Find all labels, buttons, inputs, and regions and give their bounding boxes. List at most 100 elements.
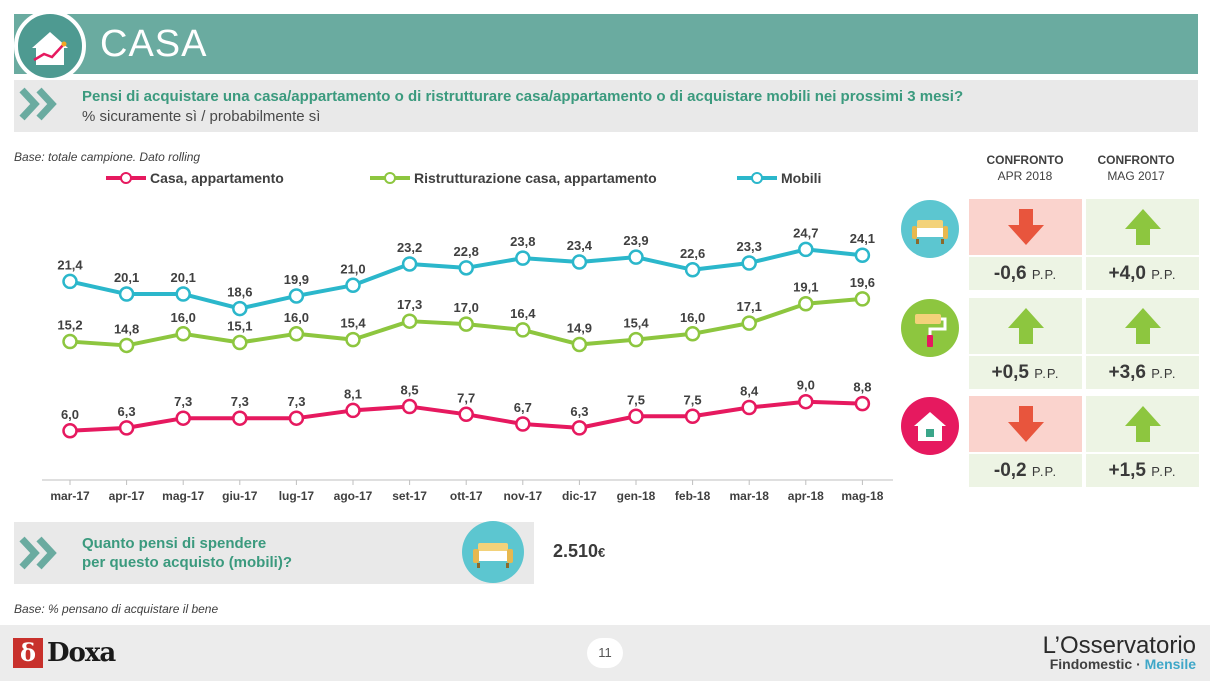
data-label: 6,0 [61, 407, 79, 422]
data-label: 9,0 [797, 378, 815, 393]
sofa-icon [901, 200, 959, 258]
chevron-right-icon [19, 87, 57, 121]
arrow-up-icon [1125, 209, 1161, 245]
data-label: 6,7 [514, 400, 532, 415]
arrow-down-icon [1008, 406, 1044, 442]
data-point [684, 326, 701, 342]
data-point [401, 256, 418, 272]
comparison-value-cell [1086, 454, 1199, 487]
data-label: 6,3 [118, 404, 136, 419]
legend-label: Ristrutturazione casa, appartamento [414, 170, 657, 186]
data-label: 8,1 [344, 386, 362, 401]
data-point [288, 288, 305, 304]
comparison-value: -0,2 P.P. [993, 460, 1058, 481]
data-point [345, 331, 361, 348]
arrow-up-icon [1125, 308, 1161, 344]
page-title: CASA [100, 23, 208, 65]
data-label: 15,1 [227, 319, 252, 334]
data-label: 24,7 [793, 225, 818, 240]
data-label: 20,1 [171, 270, 196, 285]
data-label: 8,8 [853, 380, 871, 395]
data-label: 14,9 [567, 320, 592, 335]
comparison-arrow-cell [1086, 396, 1199, 452]
comparison-value-cell [969, 257, 1082, 290]
data-label: 19,6 [850, 275, 875, 290]
data-label: 16,0 [680, 310, 705, 325]
data-point [798, 393, 814, 410]
legend-marker [751, 172, 763, 184]
data-label: 15,4 [340, 316, 366, 331]
data-label: 7,5 [627, 392, 645, 407]
data-point [571, 254, 588, 270]
arrow-down-icon [1008, 209, 1044, 245]
data-label: 23,8 [510, 234, 535, 249]
comparison-value: +3,6 P.P. [1108, 362, 1177, 383]
data-point [62, 333, 78, 350]
data-point [684, 262, 701, 278]
data-label: 16,0 [171, 310, 196, 325]
question-box [14, 80, 1198, 132]
osservatorio-logo-title: L’Osservatorio [1042, 632, 1196, 659]
data-label: 22,6 [680, 246, 705, 261]
data-label: 21,0 [340, 261, 365, 276]
spending-question-box [14, 522, 534, 584]
data-point [62, 423, 78, 439]
data-point [854, 247, 871, 263]
x-tick-label: mar-17 [50, 489, 90, 503]
x-tick-label: lug-17 [279, 489, 315, 503]
x-tick-label: mag-17 [162, 489, 204, 503]
comparison-value-cell [1086, 356, 1199, 389]
data-point [288, 410, 305, 426]
header-bar [14, 14, 1198, 74]
data-point [175, 410, 191, 426]
data-label: 15,4 [623, 316, 649, 331]
data-label: 23,2 [397, 240, 422, 255]
doxa-logo: δ Doxa [13, 636, 116, 670]
data-point [458, 406, 474, 423]
data-point [175, 286, 191, 302]
data-point [741, 255, 757, 271]
x-tick-label: gen-18 [617, 489, 656, 503]
data-point [232, 410, 248, 426]
legend-label: Casa, appartamento [150, 170, 284, 186]
data-point [515, 250, 531, 266]
paint-roller-icon [901, 299, 959, 357]
data-point [571, 336, 588, 353]
page-number: 11 [587, 638, 623, 668]
data-point [628, 331, 644, 348]
data-label: 24,1 [850, 231, 875, 246]
x-tick-label: feb-18 [675, 489, 711, 503]
comparison-value: +1,5 P.P. [1108, 460, 1177, 481]
comparison-header-apr: CONFRONTO APR 2018 [986, 153, 1064, 183]
comparison-value-cell [969, 356, 1082, 389]
data-label: 21,4 [57, 257, 83, 272]
data-point [288, 326, 305, 342]
comparison-arrow-cell [969, 396, 1082, 452]
x-tick-label: mar-18 [730, 489, 770, 503]
data-point [458, 316, 474, 332]
data-point [458, 260, 474, 276]
data-point [854, 291, 871, 307]
data-label: 17,0 [454, 300, 479, 315]
data-label: 8,5 [401, 383, 419, 398]
data-label: 16,0 [284, 310, 309, 325]
x-tick-label: apr-17 [109, 489, 145, 503]
sofa-icon [462, 521, 524, 583]
comparison-arrow-cell [969, 199, 1082, 255]
data-point [798, 241, 814, 258]
data-label: 14,8 [114, 321, 139, 336]
data-point [741, 315, 757, 331]
data-point [345, 277, 361, 294]
house-chart-logo-icon [14, 10, 86, 82]
arrow-up-icon [1125, 406, 1161, 442]
arrow-up-icon [1008, 308, 1044, 344]
data-point [401, 313, 418, 329]
comparison-arrow-cell [1086, 298, 1199, 354]
osservatorio-logo-sub: Findomestic · Mensile [1049, 656, 1196, 672]
data-label: 7,5 [684, 392, 702, 407]
doxa-mark-icon: δ [13, 638, 43, 668]
data-point [62, 273, 78, 290]
legend-marker [120, 172, 132, 184]
data-point [118, 337, 135, 354]
